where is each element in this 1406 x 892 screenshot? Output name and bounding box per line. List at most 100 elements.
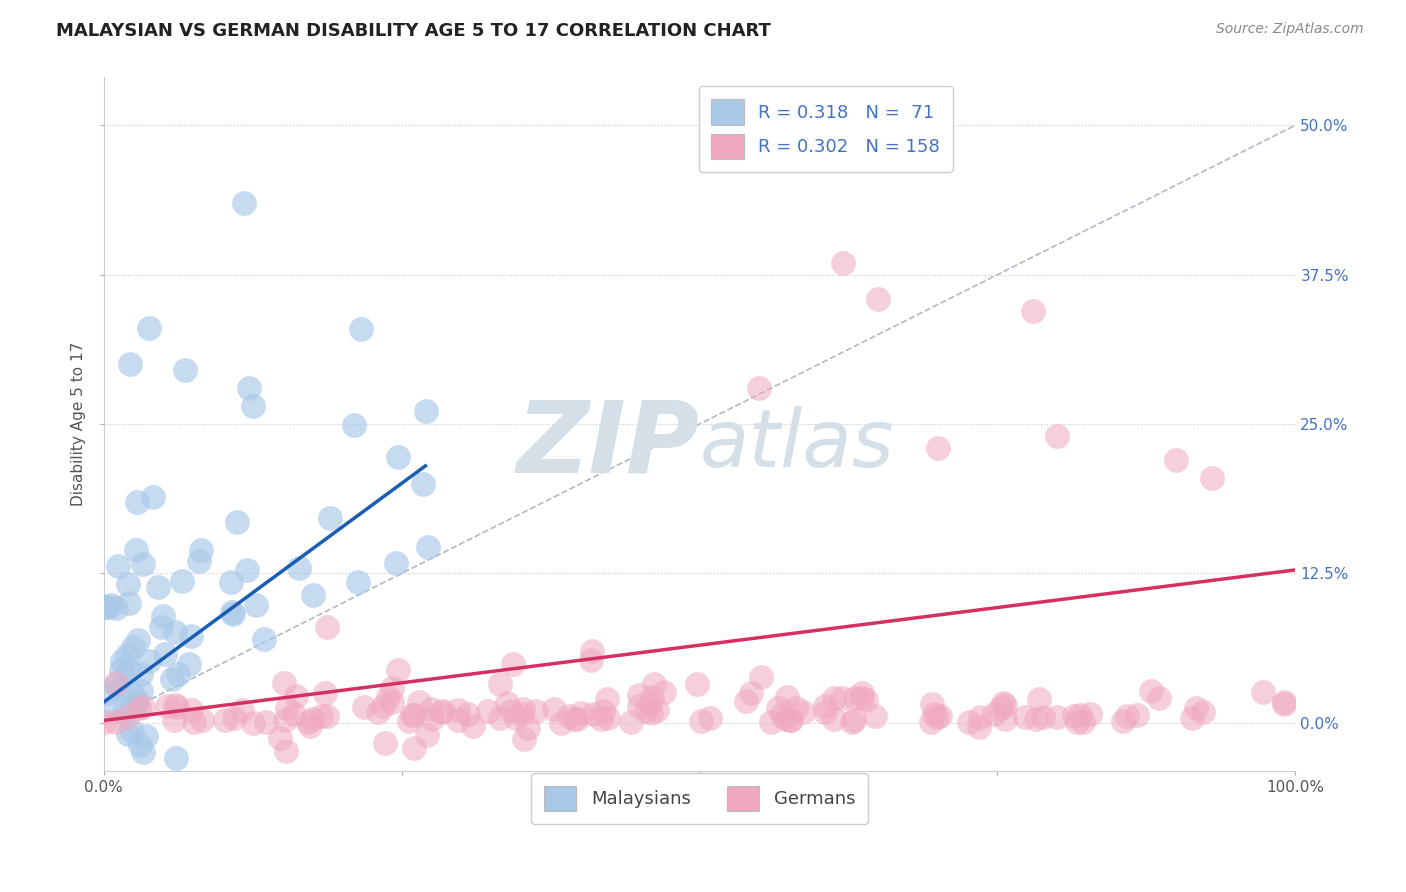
Point	[125, 495, 148, 509]
Point	[111, 654, 134, 668]
Point	[107, 559, 129, 574]
Point	[238, 381, 260, 395]
Point	[112, 705, 135, 719]
Point	[122, 640, 145, 654]
Point	[398, 714, 420, 728]
Point	[129, 684, 152, 698]
Y-axis label: Disability Age 5 to 17: Disability Age 5 to 17	[72, 342, 86, 506]
Point	[132, 745, 155, 759]
Point	[350, 322, 373, 336]
Point	[929, 708, 952, 723]
Point	[1140, 683, 1163, 698]
Point	[138, 654, 160, 668]
Point	[367, 706, 389, 720]
Point	[422, 712, 444, 726]
Point	[150, 620, 173, 634]
Point	[1272, 695, 1295, 709]
Point	[416, 728, 439, 742]
Point	[1014, 710, 1036, 724]
Point	[579, 653, 602, 667]
Point	[1112, 714, 1135, 728]
Point	[759, 715, 782, 730]
Point	[117, 727, 139, 741]
Point	[447, 703, 470, 717]
Point	[1272, 697, 1295, 711]
Point	[127, 632, 149, 647]
Point	[1046, 710, 1069, 724]
Point	[100, 598, 122, 612]
Point	[128, 701, 150, 715]
Point	[404, 741, 426, 756]
Point	[780, 714, 803, 728]
Point	[855, 693, 877, 707]
Point	[1032, 710, 1054, 724]
Point	[1147, 691, 1170, 706]
Point	[550, 715, 572, 730]
Point	[1028, 692, 1050, 706]
Point	[165, 625, 187, 640]
Point	[991, 697, 1014, 711]
Point	[236, 563, 259, 577]
Point	[582, 707, 605, 722]
Point	[641, 690, 664, 704]
Point	[831, 256, 853, 270]
Point	[298, 718, 321, 732]
Point	[135, 729, 157, 743]
Point	[118, 357, 141, 371]
Point	[146, 580, 169, 594]
Point	[103, 700, 125, 714]
Point	[121, 698, 143, 713]
Point	[301, 588, 323, 602]
Point	[172, 574, 194, 588]
Point	[94, 599, 117, 614]
Point	[285, 689, 308, 703]
Point	[221, 607, 243, 621]
Point	[132, 557, 155, 571]
Point	[231, 703, 253, 717]
Point	[301, 712, 323, 726]
Point	[163, 713, 186, 727]
Point	[153, 647, 176, 661]
Point	[643, 677, 665, 691]
Point	[686, 677, 709, 691]
Point	[110, 681, 132, 696]
Point	[740, 686, 762, 700]
Point	[269, 731, 291, 745]
Point	[851, 686, 873, 700]
Point	[125, 696, 148, 710]
Point	[1192, 705, 1215, 719]
Point	[1025, 712, 1047, 726]
Point	[377, 690, 399, 705]
Point	[152, 609, 174, 624]
Point	[142, 491, 165, 505]
Point	[381, 695, 404, 709]
Point	[118, 596, 141, 610]
Point	[225, 515, 247, 529]
Point	[219, 574, 242, 589]
Point	[489, 676, 512, 690]
Point	[699, 711, 721, 725]
Point	[990, 701, 1012, 715]
Point	[634, 704, 657, 718]
Point	[374, 737, 396, 751]
Point	[276, 701, 298, 715]
Point	[224, 711, 246, 725]
Point	[1069, 708, 1091, 723]
Point	[592, 704, 614, 718]
Point	[381, 681, 404, 696]
Point	[776, 690, 799, 704]
Point	[512, 732, 534, 747]
Point	[177, 657, 200, 672]
Point	[297, 715, 319, 730]
Point	[496, 696, 519, 710]
Point	[415, 404, 437, 418]
Point	[242, 399, 264, 413]
Point	[640, 697, 662, 711]
Point	[314, 686, 336, 700]
Point	[233, 196, 256, 211]
Point	[254, 715, 277, 730]
Point	[180, 630, 202, 644]
Point	[868, 292, 890, 306]
Point	[512, 701, 534, 715]
Point	[408, 695, 430, 709]
